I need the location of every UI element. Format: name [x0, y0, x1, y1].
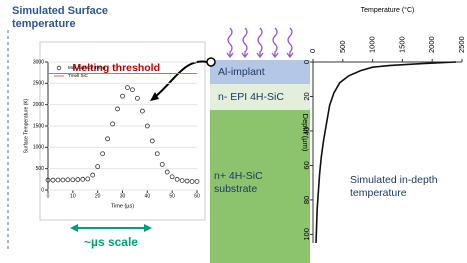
right-title: Simulated in-depth temperature — [350, 174, 465, 200]
y-tick-label: 0 — [41, 187, 44, 193]
y-tick-label: 2000 — [33, 102, 44, 108]
y-axis-label: Surface Temperature (K) — [23, 98, 29, 153]
layer-label-box: n+ 4H-SiC substrate — [214, 170, 306, 210]
x-tick-label: 10 — [70, 193, 76, 199]
point — [66, 178, 70, 182]
point — [140, 109, 144, 113]
scale-arrow — [70, 224, 152, 232]
layer-label: n+ 4H-SiC substrate — [214, 170, 306, 196]
probe — [207, 58, 215, 66]
point — [165, 170, 169, 174]
x-axis-label: Time (µs) — [111, 203, 134, 209]
y-tick-label: 100 — [302, 228, 311, 241]
y-tick-label: 60 — [302, 161, 311, 169]
point — [170, 175, 174, 179]
point — [116, 107, 120, 111]
x-tick-label: 0 — [47, 193, 50, 199]
x-tick-label: 50 — [169, 193, 175, 199]
point — [155, 152, 159, 156]
point — [195, 179, 199, 183]
point — [56, 178, 60, 182]
y-tick-label: 3000 — [33, 59, 44, 65]
point — [190, 179, 194, 183]
point — [160, 162, 164, 166]
point — [111, 122, 115, 126]
x-tick-label: 1000 — [368, 36, 377, 53]
x-tick-label: 20 — [95, 193, 101, 199]
point — [180, 179, 184, 183]
figure: Simulated Surfacetemperature Melting thr… — [0, 0, 467, 263]
point — [135, 96, 139, 100]
x-tick-label: 60 — [194, 193, 200, 199]
x-tick-label: 0 — [308, 49, 317, 53]
x-tick-label: 40 — [145, 193, 151, 199]
y-tick-label: 80 — [302, 196, 311, 204]
pointer — [155, 62, 207, 97]
right-title-box: Simulated in-depth temperature — [350, 174, 465, 206]
x-tick-label: 30 — [120, 193, 126, 199]
legend-label: Max Surface Temp — [68, 65, 106, 70]
line — [316, 62, 456, 243]
x-tick-label: 2500 — [457, 36, 466, 53]
point — [61, 178, 65, 182]
point — [185, 179, 189, 183]
y-tick-label: 1500 — [33, 123, 44, 129]
y-axis-label: Depth (µm) — [301, 114, 310, 152]
point — [51, 178, 55, 182]
legend-label: Tmelt SiC — [68, 73, 89, 78]
x-axis-label: Temperature (°C) — [361, 6, 415, 14]
legend-marker — [57, 66, 61, 70]
point — [86, 177, 90, 181]
point — [175, 177, 179, 181]
point — [121, 94, 125, 98]
x-tick-label: 2000 — [427, 36, 436, 53]
point — [96, 165, 100, 169]
point — [106, 137, 110, 141]
point — [101, 152, 105, 156]
y-tick-label: 1000 — [33, 145, 44, 151]
layer-label: Al-implant — [218, 66, 265, 78]
y-tick-label: 2500 — [33, 81, 44, 87]
y-tick-label: 0 — [302, 60, 311, 64]
layer-label: n- EPI 4H-SiC — [218, 91, 284, 103]
point — [76, 178, 80, 182]
point — [71, 178, 75, 182]
point — [150, 139, 154, 143]
point — [125, 86, 129, 90]
y-tick-label: 20 — [302, 92, 311, 100]
heat-arrows — [227, 28, 293, 57]
x-tick-label: 1500 — [397, 36, 406, 53]
point — [91, 173, 95, 177]
point — [130, 88, 134, 92]
point — [81, 177, 85, 181]
scale-label: ~µs scale — [84, 235, 138, 249]
x-tick-label: 500 — [338, 40, 347, 53]
y-tick-label: 500 — [36, 166, 45, 172]
